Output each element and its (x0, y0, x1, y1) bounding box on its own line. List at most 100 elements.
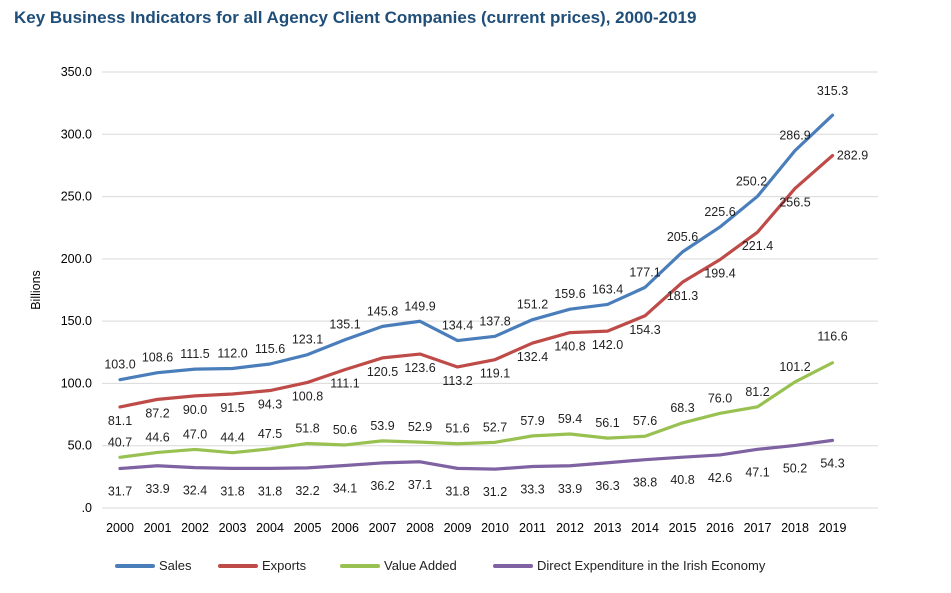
data-label: 90.0 (183, 403, 207, 417)
x-tick-label: 2015 (669, 521, 697, 535)
x-tick-label: 2011 (519, 521, 546, 535)
data-label: 38.8 (633, 476, 657, 490)
data-label: 50.2 (783, 461, 807, 475)
data-label: 163.4 (592, 282, 623, 296)
data-label: 47.0 (183, 427, 207, 441)
data-label: 282.9 (837, 149, 868, 163)
data-label: 31.8 (220, 484, 244, 498)
data-label: 115.6 (255, 342, 285, 356)
legend-item-exports: Exports (218, 558, 306, 573)
data-label: 101.2 (779, 360, 810, 374)
x-tick-label: 2013 (594, 521, 622, 535)
data-label: 123.1 (292, 333, 323, 347)
data-label: 42.6 (708, 471, 732, 485)
data-label: 225.6 (704, 205, 735, 219)
data-label: 31.8 (258, 484, 282, 498)
series-line-exports (118, 153, 835, 409)
data-label: 221.4 (742, 239, 773, 253)
data-label: 54.3 (820, 456, 844, 470)
data-label: 113.2 (442, 374, 472, 388)
legend-item-direct-expenditure: Direct Expenditure in the Irish Economy (493, 558, 765, 573)
data-label: 36.2 (370, 479, 394, 493)
data-label: 81.2 (745, 385, 769, 399)
data-label: 112.0 (217, 346, 247, 360)
data-label: 134.4 (442, 319, 473, 333)
data-label: 120.5 (367, 365, 398, 379)
data-label: 51.6 (445, 422, 469, 436)
data-label: 154.3 (629, 323, 660, 337)
data-label: 50.6 (333, 423, 357, 437)
x-tick-label: 2001 (144, 521, 172, 535)
y-tick-label: .0 (82, 501, 92, 515)
data-label: 145.8 (367, 304, 398, 318)
data-label: 151.2 (517, 298, 548, 312)
data-label: 31.2 (483, 485, 507, 499)
data-label: 53.9 (370, 419, 394, 433)
data-label: 51.8 (295, 421, 319, 435)
data-label: 34.1 (333, 482, 357, 496)
data-label: 116.6 (817, 330, 847, 344)
data-label: 103.0 (104, 358, 135, 372)
x-tick-label: 2002 (181, 521, 209, 535)
legend-label: Direct Expenditure in the Irish Economy (537, 558, 766, 573)
data-label: 132.4 (517, 350, 548, 364)
data-label: 47.5 (258, 427, 282, 441)
y-tick-label: 300.0 (61, 127, 92, 141)
y-tick-label: 200.0 (61, 252, 92, 266)
series-line-sales (118, 113, 835, 382)
data-label: 286.9 (779, 129, 810, 143)
x-tick-label: 2014 (631, 521, 659, 535)
x-tick-label: 2018 (781, 521, 809, 535)
data-label: 52.7 (483, 420, 507, 434)
y-tick-label: 350.0 (61, 65, 92, 79)
data-label: 32.4 (183, 484, 207, 498)
data-label: 256.5 (779, 195, 810, 209)
data-label: 32.2 (295, 484, 319, 498)
data-label: 36.3 (595, 479, 619, 493)
x-tick-label: 2000 (106, 521, 134, 535)
data-label: 33.3 (520, 483, 544, 497)
data-label: 33.9 (145, 482, 169, 496)
data-label: 159.6 (554, 287, 585, 301)
legend-swatch (218, 563, 258, 568)
data-label: 52.9 (408, 420, 432, 434)
chart-title: Key Business Indicators for all Agency C… (14, 8, 697, 27)
legend-item-value-added: Value Added (340, 558, 457, 573)
x-tick-label: 2019 (819, 521, 847, 535)
data-label: 44.4 (220, 431, 244, 445)
series-line-value-added (118, 361, 835, 459)
x-tick-label: 2004 (256, 521, 284, 535)
data-label: 33.9 (558, 482, 582, 496)
x-tick-label: 2006 (331, 521, 359, 535)
x-tick-label: 2017 (744, 521, 772, 535)
data-label: 137.8 (479, 314, 510, 328)
series-line-direct-expenditure-in-the-irish-economy (118, 438, 835, 471)
x-tick-label: 2012 (556, 521, 584, 535)
x-tick-label: 2007 (369, 521, 397, 535)
data-label: 177.1 (629, 265, 660, 279)
data-label: 94.3 (258, 398, 282, 412)
data-label: 91.5 (220, 401, 244, 415)
x-tick-label: 2010 (481, 521, 509, 535)
data-label: 250.2 (736, 174, 767, 188)
legend-label: Value Added (384, 558, 457, 573)
data-label: 181.3 (667, 289, 698, 303)
legend-swatch (115, 563, 155, 568)
y-axis-label: Billions (29, 270, 43, 310)
x-tick-label: 2008 (406, 521, 434, 535)
data-label: 100.8 (292, 389, 323, 403)
data-label: 142.0 (592, 338, 623, 352)
y-tick-label: 100.0 (61, 376, 92, 390)
data-label: 111.1 (330, 377, 359, 391)
y-tick-label: 50.0 (68, 439, 92, 453)
y-tick-label: 150.0 (61, 314, 92, 328)
data-label: 205.6 (667, 230, 698, 244)
data-label: 40.7 (108, 435, 132, 449)
legend-swatch (493, 563, 533, 568)
data-label: 315.3 (817, 84, 848, 98)
data-label: 40.8 (670, 473, 694, 487)
data-label: 199.4 (704, 267, 735, 281)
y-tick-label: 250.0 (61, 190, 92, 204)
data-label: 57.9 (520, 414, 544, 428)
